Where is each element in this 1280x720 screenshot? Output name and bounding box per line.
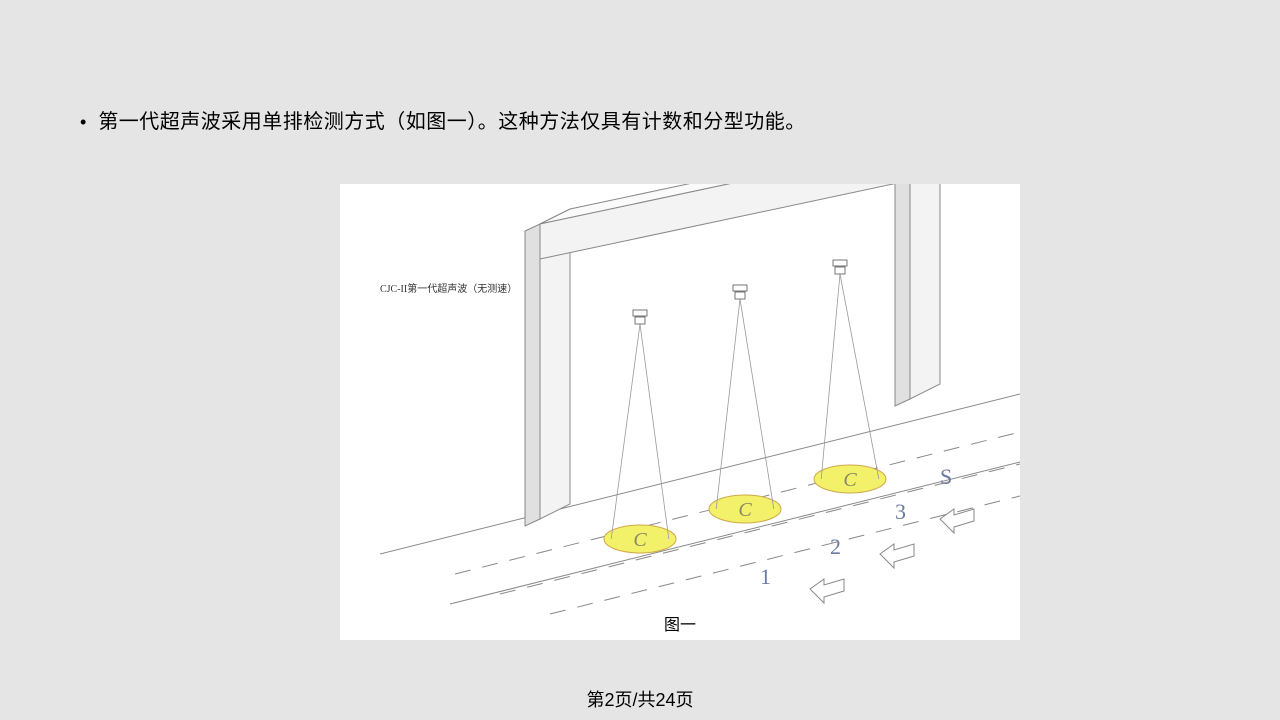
svg-text:1: 1: [760, 564, 771, 589]
svg-text:S: S: [940, 464, 952, 489]
svg-text:3: 3: [895, 499, 906, 524]
svg-text:C: C: [633, 529, 647, 551]
bullet-marker: •: [80, 108, 86, 136]
svg-text:C: C: [843, 469, 857, 491]
bullet-text: 第一代超声波采用单排检测方式（如图一）。这种方法仅具有计数和分型功能。: [98, 108, 806, 136]
bullet-item: • 第一代超声波采用单排检测方式（如图一）。这种方法仅具有计数和分型功能。: [80, 108, 806, 136]
figure-svg: CJC-II第一代超声波（无测速） C C C 1 2 3 S 图一: [340, 184, 1020, 640]
svg-text:2: 2: [830, 534, 841, 559]
page-number: 第2页/共24页: [0, 686, 1280, 712]
svg-text:图一: 图一: [664, 617, 696, 634]
svg-text:CJC-II第一代超声波（无测速）: CJC-II第一代超声波（无测速）: [380, 282, 517, 295]
figure-panel: CJC-II第一代超声波（无测速） C C C 1 2 3 S 图一: [340, 184, 1020, 640]
svg-text:C: C: [738, 499, 752, 521]
